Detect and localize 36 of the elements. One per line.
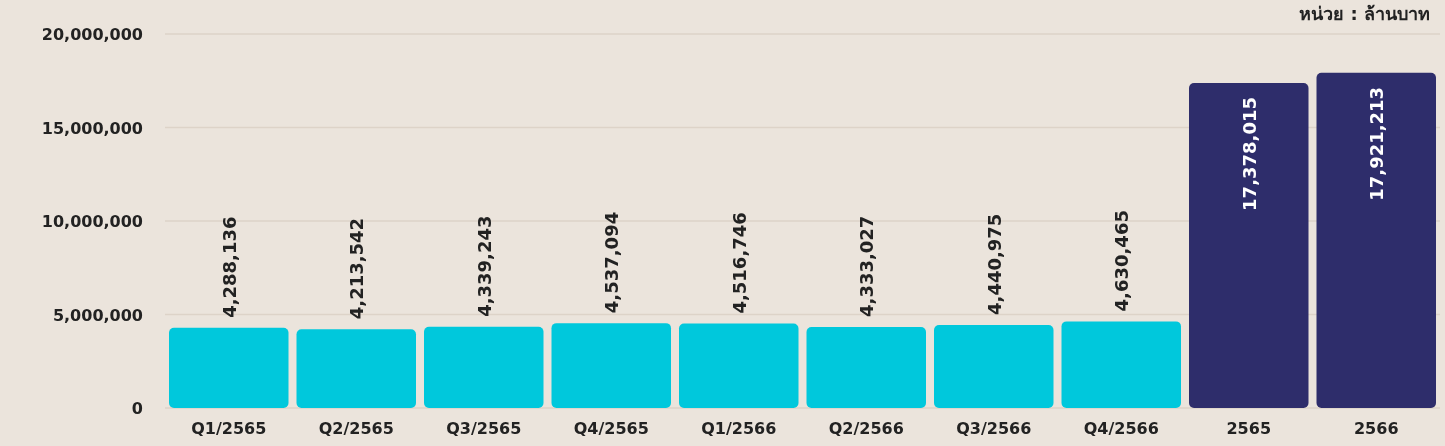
bar (1316, 72, 1436, 408)
data-label: 4,440,975 (983, 213, 1005, 315)
x-tick-label: 2565 (1226, 419, 1272, 438)
x-tick-label: Q4/2566 (1083, 419, 1159, 438)
data-label: 4,537,094 (601, 211, 623, 314)
bar (679, 323, 799, 408)
data-label: 4,288,136 (218, 216, 240, 318)
y-tick-label: 0 (131, 399, 143, 418)
y-tick-label: 15,000,000 (41, 118, 143, 138)
x-tick-label: Q4/2565 (573, 419, 649, 438)
bar (1189, 83, 1309, 408)
bar (1061, 321, 1181, 408)
y-tick-label: 5,000,000 (52, 305, 143, 325)
y-tick-label: 20,000,000 (41, 25, 143, 44)
x-tick-label: Q3/2565 (446, 419, 522, 438)
data-label: 4,333,027 (856, 215, 878, 317)
x-tick-label: Q2/2566 (828, 419, 904, 438)
bar (424, 326, 544, 408)
x-tick-label: 2566 (1353, 419, 1399, 438)
bar (551, 323, 671, 408)
y-tick-label: 10,000,000 (41, 212, 143, 231)
data-label: 4,516,746 (728, 212, 750, 314)
bar (169, 327, 289, 408)
x-tick-label: Q1/2566 (701, 419, 777, 438)
x-tick-label: Q3/2566 (956, 419, 1032, 438)
x-tick-label: Q2/2565 (318, 419, 394, 438)
x-tick-label: Q1/2565 (191, 419, 267, 438)
bar (806, 326, 926, 408)
data-label: 17,378,015 (1238, 97, 1260, 211)
data-label: 4,630,465 (1111, 210, 1133, 312)
bar (934, 324, 1054, 408)
text: หน่วย : ล้านบาท (1299, 3, 1430, 24)
data-label: 17,921,213 (1366, 86, 1388, 201)
data-label: 4,339,243 (473, 215, 495, 317)
bar (296, 329, 416, 408)
data-label: 4,213,542 (346, 217, 368, 320)
